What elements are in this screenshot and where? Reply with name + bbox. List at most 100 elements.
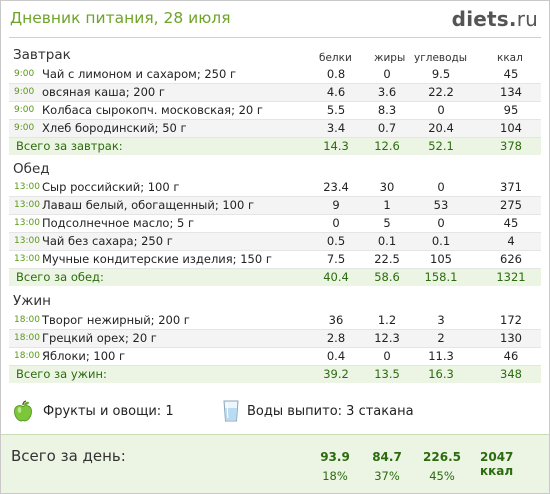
food-time: 13:00 xyxy=(14,200,40,210)
food-kcal: 172 xyxy=(500,313,522,327)
food-row[interactable]: 13:00 Подсолнечное масло; 5 г 0 5 0 45 xyxy=(9,215,541,233)
food-carbs: 105 xyxy=(430,252,452,266)
food-fat: 1 xyxy=(383,198,391,212)
food-row[interactable]: 13:00 Сыр российский; 100 г 23.4 30 0 37… xyxy=(9,179,541,197)
header-divider xyxy=(9,37,541,38)
food-protein: 0 xyxy=(332,216,340,230)
food-kcal: 134 xyxy=(500,85,522,99)
food-protein: 4.6 xyxy=(326,85,346,99)
food-fat: 1.2 xyxy=(377,313,397,327)
meal-total-label: Всего за завтрак: xyxy=(16,139,123,153)
column-header-fat: жиры xyxy=(374,52,406,64)
total-protein: 39.2 xyxy=(323,367,349,381)
food-row[interactable]: 18:00 Яблоки; 100 г 0.4 0 11.3 46 xyxy=(9,348,541,366)
meal-total-label: Всего за обед: xyxy=(16,270,104,284)
food-protein: 0.4 xyxy=(326,349,346,363)
site-logo[interactable]: diets.ru xyxy=(452,7,538,31)
food-carbs: 20.4 xyxy=(428,121,454,135)
meal-total-row: Всего за ужин: 39.2 13.5 16.3 348 xyxy=(9,366,541,383)
food-time: 13:00 xyxy=(14,236,40,246)
food-kcal: 45 xyxy=(503,67,519,81)
food-name: Сыр российский; 100 г xyxy=(42,180,180,194)
food-time: 13:00 xyxy=(14,182,40,192)
food-kcal: 95 xyxy=(503,103,519,117)
food-kcal: 130 xyxy=(500,331,522,345)
food-carbs: 0 xyxy=(437,103,445,117)
food-time: 9:00 xyxy=(14,123,35,133)
food-fat: 12.3 xyxy=(374,331,400,345)
food-row[interactable]: 9:00 овсяная каша; 200 г 4.6 3.6 22.2 13… xyxy=(9,84,541,102)
food-protein: 7.5 xyxy=(326,252,346,266)
food-kcal: 46 xyxy=(503,349,519,363)
logo-main: diets xyxy=(451,7,509,31)
food-time: 13:00 xyxy=(14,218,40,228)
food-carbs: 22.2 xyxy=(428,85,454,99)
food-fat: 3.6 xyxy=(377,85,397,99)
column-header-carbs: углеводы xyxy=(414,52,468,64)
day-fat-percent: 37% xyxy=(374,469,400,483)
day-total-carbs: 226.5 xyxy=(423,450,461,464)
food-fat: 5 xyxy=(383,216,391,230)
food-time: 9:00 xyxy=(14,105,35,115)
day-carbs-percent: 45% xyxy=(429,469,455,483)
food-carbs: 2 xyxy=(437,331,445,345)
food-protein: 0.5 xyxy=(326,234,346,248)
food-protein: 36 xyxy=(328,313,344,327)
water-glasses-count: Воды выпито: 3 стакана xyxy=(247,404,414,419)
food-fat: 0 xyxy=(383,349,391,363)
meal-title-breakfast: Завтрак xyxy=(13,47,71,63)
total-carbs: 158.1 xyxy=(424,270,458,284)
total-fat: 58.6 xyxy=(374,270,400,284)
food-protein: 9 xyxy=(332,198,340,212)
fruits-vegetables-count: Фрукты и овощи: 1 xyxy=(43,404,174,419)
food-kcal: 104 xyxy=(500,121,522,135)
food-time: 9:00 xyxy=(14,87,35,97)
food-carbs: 53 xyxy=(433,198,449,212)
food-row[interactable]: 18:00 Творог нежирный; 200 г 36 1.2 3 17… xyxy=(9,312,541,330)
food-row[interactable]: 9:00 Чай с лимоном и сахаром; 250 г 0.8 … xyxy=(9,66,541,84)
total-carbs: 52.1 xyxy=(428,139,454,153)
green-apple-icon xyxy=(14,400,32,422)
food-row[interactable]: 13:00 Мучные кондитерские изделия; 150 г… xyxy=(9,251,541,269)
column-header-kcal: ккал xyxy=(497,52,523,64)
food-name: Чай с лимоном и сахаром; 250 г xyxy=(42,67,237,81)
meal-title-dinner: Ужин xyxy=(13,293,51,309)
day-total-kcal: 2047 ккал xyxy=(480,450,514,478)
meal-total-label: Всего за ужин: xyxy=(16,367,107,381)
day-protein-percent: 18% xyxy=(322,469,348,483)
food-row[interactable]: 13:00 Чай без сахара; 250 г 0.5 0.1 0.1 … xyxy=(9,233,541,251)
food-kcal: 371 xyxy=(500,180,522,194)
food-fat: 22.5 xyxy=(374,252,400,266)
food-time: 18:00 xyxy=(14,315,40,325)
food-row[interactable]: 9:00 Хлеб бородинский; 50 г 3.4 0.7 20.4… xyxy=(9,120,541,138)
page-title: Дневник питания, 28 июля xyxy=(10,9,231,27)
food-row[interactable]: 13:00 Лаваш белый, обогащенный; 100 г 9 … xyxy=(9,197,541,215)
food-name: Колбаса сырокопч. московская; 20 г xyxy=(42,103,263,117)
food-time: 9:00 xyxy=(14,69,35,79)
total-fat: 13.5 xyxy=(374,367,400,381)
day-total-fat: 84.7 xyxy=(372,450,402,464)
food-kcal: 45 xyxy=(503,216,519,230)
food-name: Мучные кондитерские изделия; 150 г xyxy=(42,252,272,266)
food-kcal: 4 xyxy=(507,234,515,248)
logo-dot: . xyxy=(508,7,517,31)
food-carbs: 11.3 xyxy=(428,349,454,363)
food-protein: 5.5 xyxy=(326,103,346,117)
day-total-label: Всего за день: xyxy=(11,447,126,465)
food-protein: 0.8 xyxy=(326,67,346,81)
food-name: Подсолнечное масло; 5 г xyxy=(42,216,194,230)
food-protein: 23.4 xyxy=(323,180,349,194)
food-row[interactable]: 18:00 Грецкий орех; 20 г 2.8 12.3 2 130 xyxy=(9,330,541,348)
food-fat: 0 xyxy=(383,67,391,81)
food-carbs: 0 xyxy=(437,216,445,230)
food-carbs: 0.1 xyxy=(431,234,451,248)
food-name: Яблоки; 100 г xyxy=(42,349,126,363)
food-name: Творог нежирный; 200 г xyxy=(42,313,190,327)
meal-total-row: Всего за обед: 40.4 58.6 158.1 1321 xyxy=(9,269,541,286)
food-row[interactable]: 9:00 Колбаса сырокопч. московская; 20 г … xyxy=(9,102,541,120)
food-protein: 3.4 xyxy=(326,121,346,135)
food-name: Хлеб бородинский; 50 г xyxy=(42,121,187,135)
meal-total-row: Всего за завтрак: 14.3 12.6 52.1 378 xyxy=(9,138,541,155)
food-time: 18:00 xyxy=(14,351,40,361)
water-glass-icon xyxy=(223,400,239,422)
